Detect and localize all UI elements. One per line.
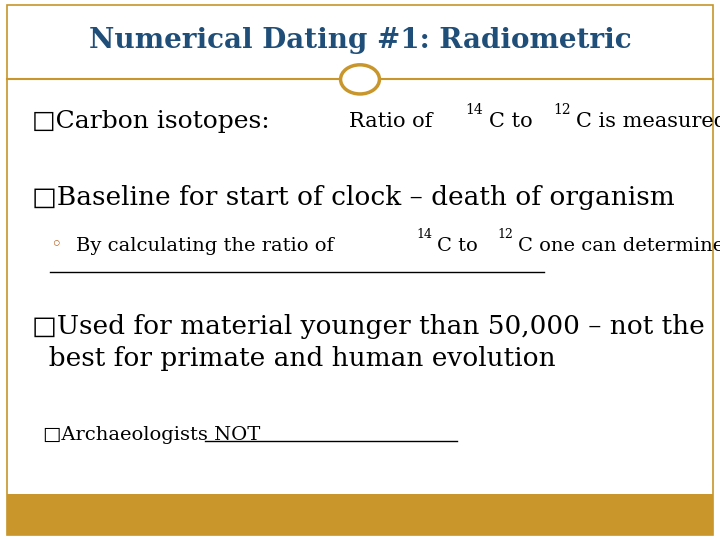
Text: Numerical Dating #1: Radiometric: Numerical Dating #1: Radiometric [89, 27, 631, 54]
Circle shape [341, 65, 379, 94]
Text: By calculating the ratio of: By calculating the ratio of [76, 237, 340, 255]
Text: □Used for material younger than 50,000 – not the
  best for primate and human ev: □Used for material younger than 50,000 –… [32, 314, 705, 372]
Text: Ratio of: Ratio of [349, 112, 439, 131]
Text: □Archaeologists NOT: □Archaeologists NOT [43, 426, 267, 444]
Text: □Carbon isotopes:: □Carbon isotopes: [32, 110, 278, 133]
Text: C is measured: C is measured [576, 112, 720, 131]
Text: C to: C to [437, 237, 484, 255]
Text: C to: C to [489, 112, 539, 131]
Text: 12: 12 [554, 103, 571, 117]
Text: 12: 12 [498, 228, 513, 241]
Text: □Baseline for start of clock – death of organism: □Baseline for start of clock – death of … [32, 185, 675, 210]
Text: C one can determine: C one can determine [518, 237, 720, 255]
Text: ◦: ◦ [50, 237, 62, 255]
Text: 14: 14 [466, 103, 483, 117]
Text: 14: 14 [416, 228, 432, 241]
FancyBboxPatch shape [7, 494, 713, 535]
